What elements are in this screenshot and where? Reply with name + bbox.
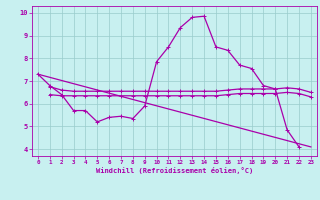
X-axis label: Windchill (Refroidissement éolien,°C): Windchill (Refroidissement éolien,°C) <box>96 167 253 174</box>
